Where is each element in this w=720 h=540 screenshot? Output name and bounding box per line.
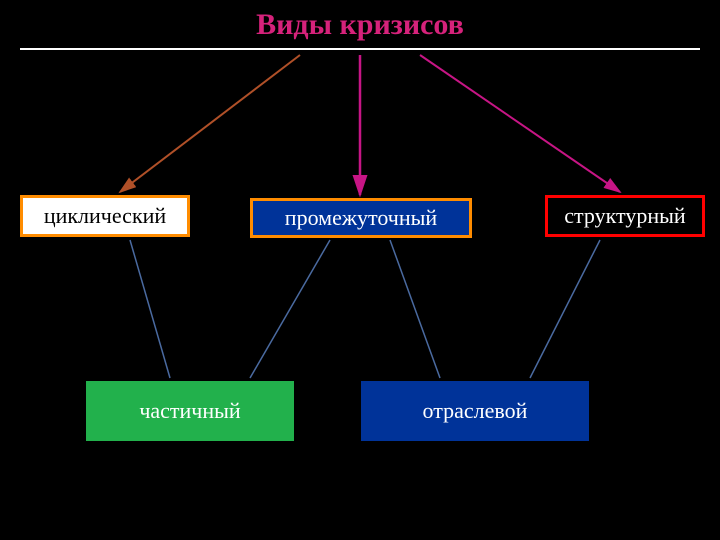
title-underline [20,48,700,50]
arrow-to-cyclic [120,55,300,192]
box-structural-label: структурный [564,203,685,229]
box-sectoral-label: отраслевой [423,398,528,424]
box-cyclic: циклический [20,195,190,237]
box-partial-label: частичный [139,398,240,424]
box-intermediate: промежуточный [250,198,472,238]
line-struct-sectoral [530,240,600,378]
box-structural: структурный [545,195,705,237]
box-partial: частичный [85,380,295,442]
box-intermediate-label: промежуточный [285,205,437,231]
box-sectoral: отраслевой [360,380,590,442]
diagram-stage: Виды кризисов циклический промежуточный … [0,0,720,540]
connector-layer [0,0,720,540]
diagram-title: Виды кризисов [0,8,720,42]
box-cyclic-label: циклический [44,203,166,229]
arrow-to-structural [420,55,620,192]
line-inter-sectoral [390,240,440,378]
line-cyclic-partial [130,240,170,378]
line-inter-partial [250,240,330,378]
